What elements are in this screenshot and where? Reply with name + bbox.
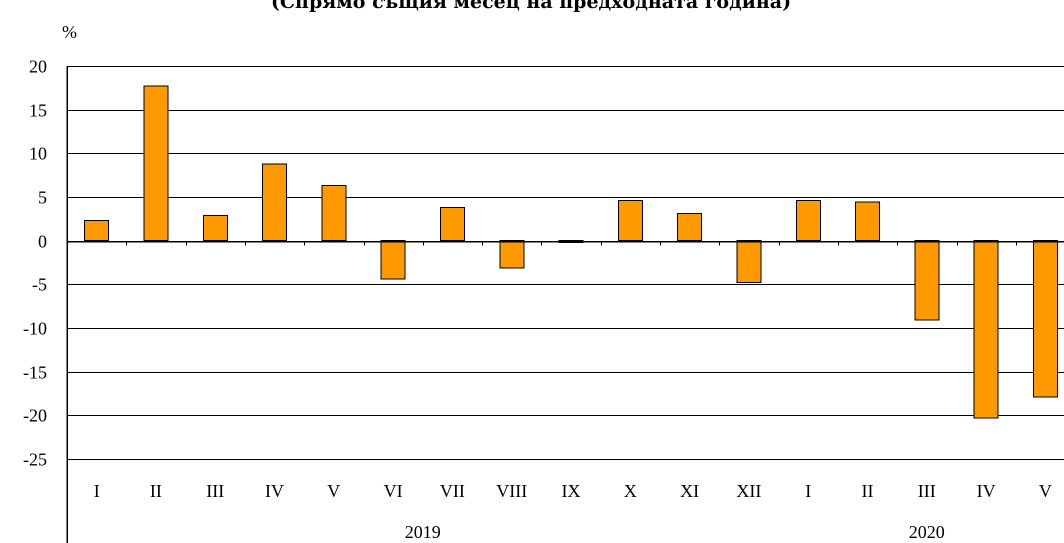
bar xyxy=(617,200,643,242)
y-unit-label: % xyxy=(62,22,77,42)
bars xyxy=(84,85,1058,419)
x-tick-label: III xyxy=(918,481,936,501)
gridlines xyxy=(66,66,1064,543)
y-tick-label: -25 xyxy=(23,450,47,470)
bar xyxy=(1032,240,1058,398)
x-tick-label: VII xyxy=(440,481,465,501)
bar xyxy=(380,240,406,280)
bar xyxy=(677,213,703,242)
x-tick-label: II xyxy=(862,481,874,501)
x-tick-label: III xyxy=(206,481,224,501)
x-tick-label: I xyxy=(94,481,100,501)
x-tick-label: V xyxy=(327,481,340,501)
bar xyxy=(736,240,762,284)
y-tick-label: -10 xyxy=(23,319,47,339)
bar xyxy=(914,240,940,321)
x-tick-label: VI xyxy=(384,481,403,501)
bar xyxy=(439,207,465,242)
y-tick-label: 15 xyxy=(29,101,47,121)
bar xyxy=(202,214,228,242)
y-tick-label: -5 xyxy=(32,275,47,295)
bar xyxy=(262,163,287,242)
bar xyxy=(795,200,821,242)
x-tick-label: IV xyxy=(265,481,284,501)
x-tick-label: IX xyxy=(562,481,581,501)
bar xyxy=(499,240,525,269)
y-tick-label: 0 xyxy=(38,232,47,252)
y-tick-label: -15 xyxy=(23,363,47,383)
x-tick-label: XI xyxy=(680,481,699,501)
x-tick-label: II xyxy=(150,481,162,501)
y-tick-label: 20 xyxy=(29,57,47,77)
x-tick-label: XII xyxy=(736,481,761,501)
x-tick-label: V xyxy=(1039,481,1052,501)
y-tick-label: 10 xyxy=(29,144,47,164)
bar xyxy=(84,220,110,242)
x-tick-label: IV xyxy=(977,481,996,501)
y-tick-label: -20 xyxy=(23,406,47,426)
bar xyxy=(143,85,169,242)
x-tick-label: I xyxy=(805,481,811,501)
year-group-label: 2019 xyxy=(405,522,441,542)
chart-title: (Спрямо същия месец на предходната годин… xyxy=(271,0,791,13)
bar xyxy=(855,201,880,242)
x-tick-label: X xyxy=(624,481,637,501)
y-axis-ticks: 20 15 10 5 0 -5 -10 -15 -20 -25 xyxy=(23,57,47,470)
bar xyxy=(973,240,999,419)
bar xyxy=(321,185,347,242)
y-tick-label: 5 xyxy=(38,188,47,208)
x-tick-label: VIII xyxy=(496,481,527,501)
year-group-label: 2020 xyxy=(909,522,945,542)
